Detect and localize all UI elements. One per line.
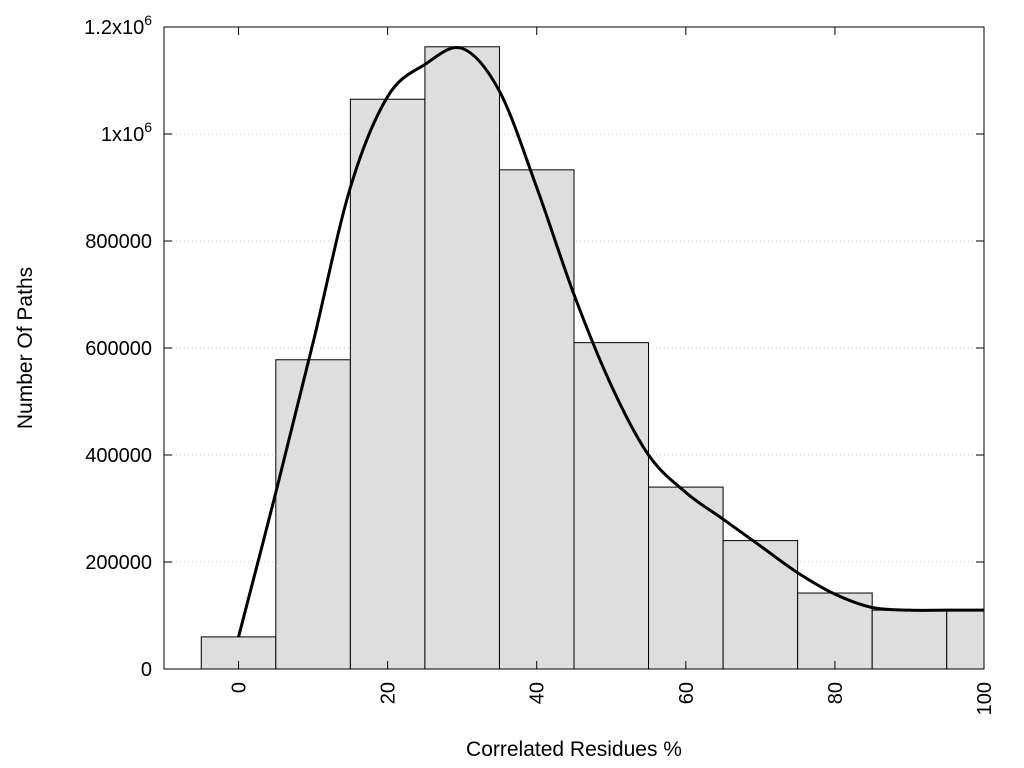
histogram-bar [871, 609, 948, 670]
y-axis: 0 200000 400000 600000 800000 1x106 1.2x106 [84, 12, 984, 681]
x-tick-label: 40 [527, 682, 549, 704]
histogram-bar [275, 359, 351, 670]
histogram-bar [722, 540, 799, 670]
x-tick-label: 0 [229, 682, 251, 693]
histogram-bar [424, 46, 500, 670]
histogram-bar [498, 169, 575, 670]
y-tick-label: 0 [141, 659, 152, 681]
x-tick-label: 80 [825, 682, 847, 704]
histogram-bar [648, 486, 724, 670]
y-tick-label: 1.2x106 [84, 12, 152, 39]
y-tick-label: 400000 [85, 445, 152, 467]
y-tick-label: 800000 [85, 231, 152, 253]
histogram-bars [200, 46, 985, 670]
histogram-bar [349, 98, 426, 670]
x-tick-label: 100 [974, 682, 996, 715]
y-axis-title: Number Of Paths [14, 267, 37, 429]
x-tick-label: 60 [676, 682, 698, 704]
y-tick-label: 200000 [85, 552, 152, 574]
x-tick-label: 20 [378, 682, 400, 704]
histogram-bar [946, 609, 985, 670]
y-tick-label: 1x106 [101, 119, 152, 146]
histogram-bar [573, 342, 650, 670]
x-axis-title: Correlated Residues % [466, 738, 682, 761]
y-tick-label: 600000 [85, 338, 152, 360]
density-curve-line [237, 45, 984, 638]
x-axis: 0 20 40 60 80 100 [229, 27, 996, 715]
density-curve [237, 45, 984, 638]
